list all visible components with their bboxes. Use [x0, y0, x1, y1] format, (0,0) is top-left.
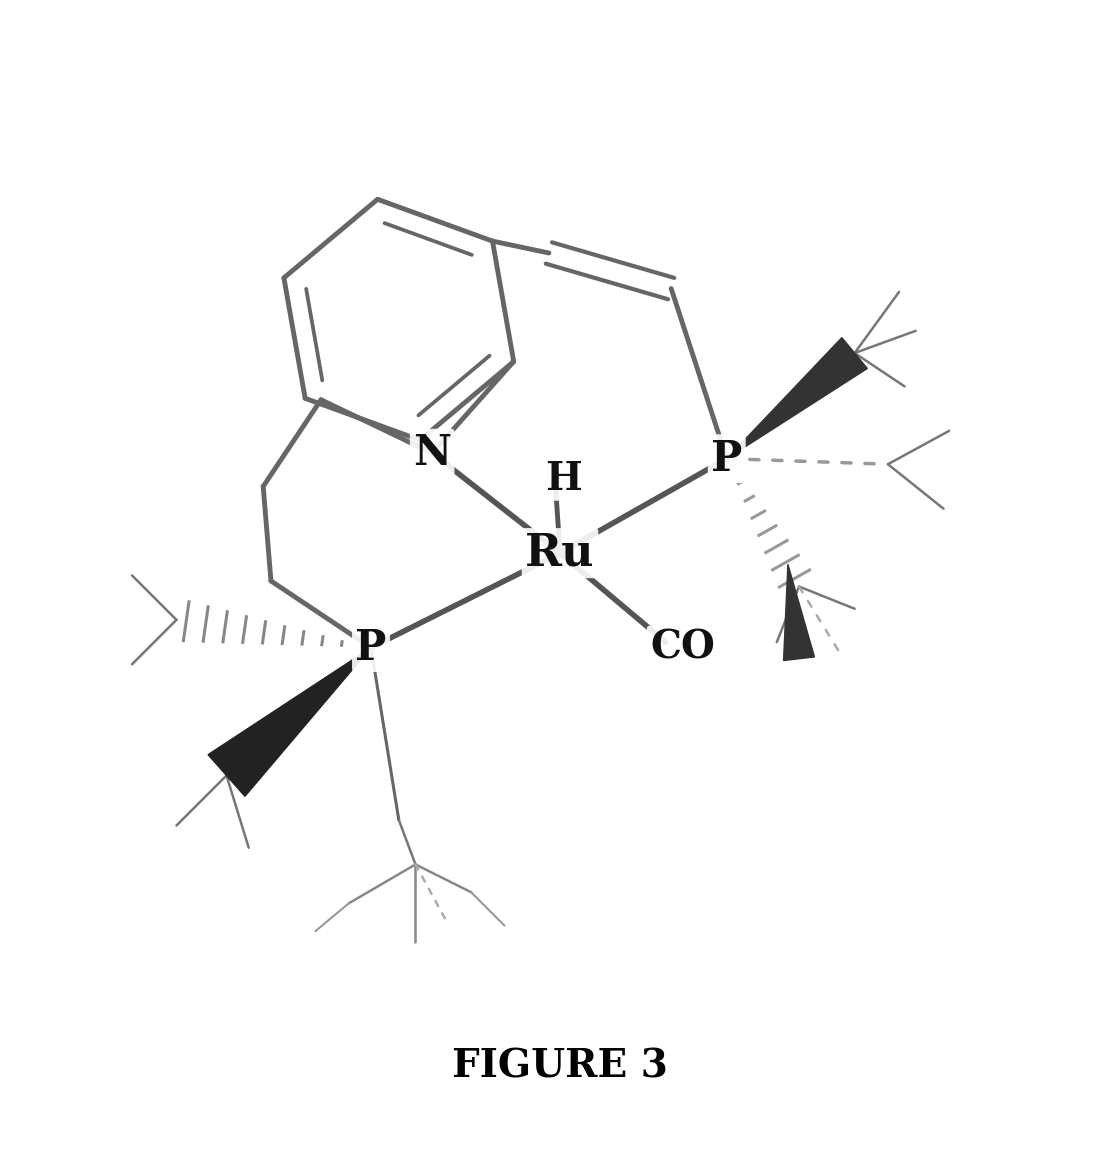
Text: P: P: [355, 626, 386, 669]
Text: N: N: [413, 432, 451, 474]
Text: FIGURE 3: FIGURE 3: [452, 1047, 668, 1086]
Text: Ru: Ru: [525, 531, 595, 575]
Polygon shape: [784, 564, 814, 660]
Text: H: H: [545, 460, 581, 497]
Text: P: P: [711, 438, 743, 480]
Polygon shape: [727, 338, 867, 459]
Text: CO: CO: [650, 629, 715, 666]
Polygon shape: [208, 647, 371, 796]
